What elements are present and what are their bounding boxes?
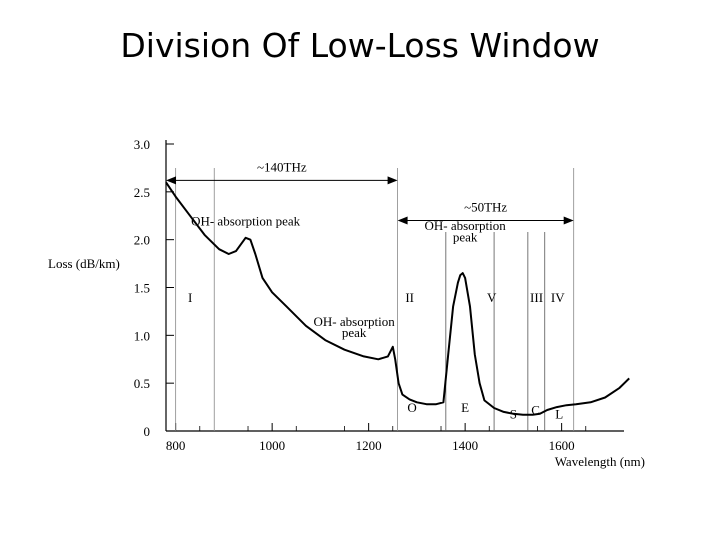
x-tick-label: 1400 <box>452 438 478 453</box>
span-50thz-label: ~50THz <box>464 200 507 215</box>
annotation-peak3-line1: OH- absorption <box>314 314 396 329</box>
x-axis-label: Wavelength (nm) <box>555 454 645 469</box>
span-140thz-arrowhead-left <box>166 176 176 185</box>
x-tick-label: 1200 <box>356 438 382 453</box>
window-label: II <box>405 290 414 305</box>
window-label: IV <box>551 290 565 305</box>
y-tick-label: 2.5 <box>134 185 150 200</box>
x-tick-label: 1000 <box>259 438 285 453</box>
annotation-peak3-line2: peak <box>342 325 367 340</box>
y-tick-label: 0.5 <box>134 376 150 391</box>
x-tick-label: 800 <box>166 438 186 453</box>
band-label: L <box>555 407 563 422</box>
span-50thz-arrowhead-right <box>563 216 574 225</box>
span-140thz-arrowhead-right <box>387 176 398 185</box>
annotation-peak1: OH- absorption peak <box>191 213 301 228</box>
y-tick-label: 2.0 <box>134 233 150 248</box>
y-tick-label: 3.0 <box>134 137 150 152</box>
span-50thz-arrowhead-left <box>397 216 408 225</box>
x-tick-label: 1600 <box>549 438 575 453</box>
loss-curve <box>165 181 630 416</box>
y-tick-label: 1.5 <box>134 281 150 296</box>
band-label: O <box>407 400 416 415</box>
annotation-peak2-line2: peak <box>453 230 478 245</box>
annotation-peak2-line1: OH- absorption <box>425 218 507 233</box>
y-tick-label: 0 <box>144 424 151 439</box>
slide-title: Division Of Low-Loss Window <box>120 26 600 65</box>
band-label: E <box>461 400 469 415</box>
band-label: C <box>531 403 540 418</box>
y-axis-label: Loss (dB/km) <box>48 256 120 271</box>
y-tick-label: 1.0 <box>134 328 150 343</box>
window-label: I <box>188 290 192 305</box>
window-label: III <box>530 290 543 305</box>
span-140thz-label: ~140THz <box>257 159 307 174</box>
window-label: V <box>487 290 497 305</box>
